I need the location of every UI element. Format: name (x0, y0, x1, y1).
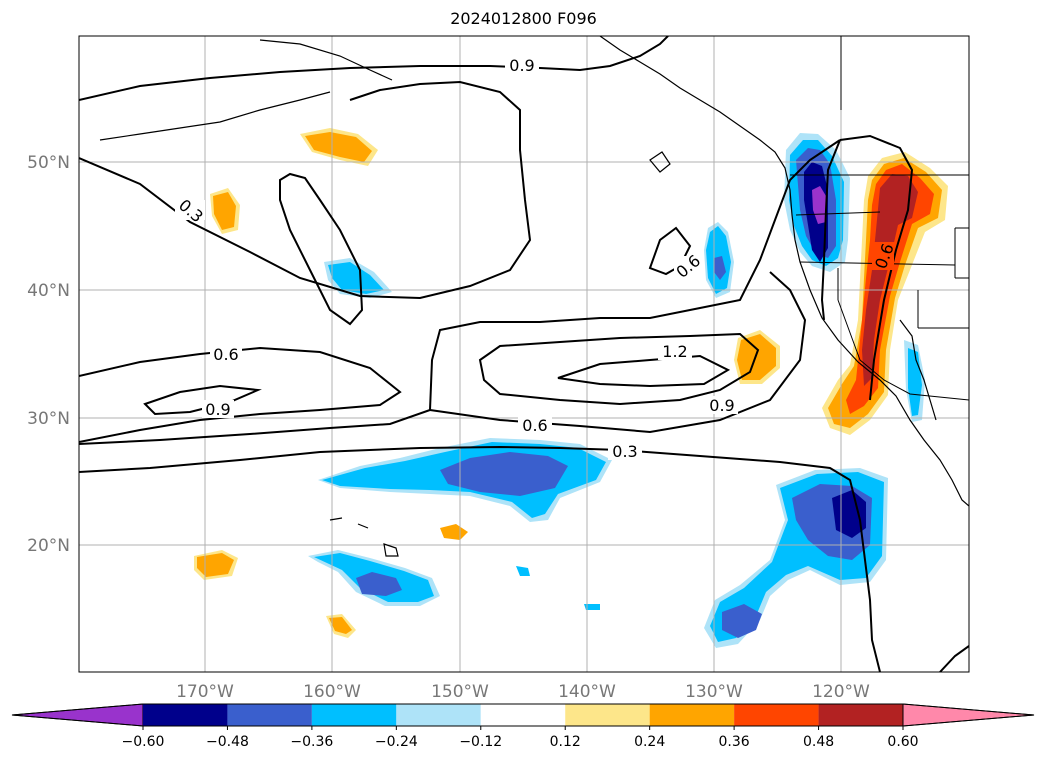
shading-blob-170w-20n-inner (197, 553, 234, 577)
colorbar-tick-label: −0.48 (206, 734, 249, 750)
colorbar-segment (396, 704, 481, 726)
colorbar-tick-label: −0.60 (122, 734, 165, 750)
colorbar-extend-max (902, 703, 1035, 727)
contour-label: 0.9 (509, 56, 534, 75)
colorbar-segment (311, 704, 397, 726)
lon-label: 120°W (812, 682, 870, 702)
colorbar-tick-label: 0.12 (550, 734, 581, 750)
contour-label: 0.3 (612, 442, 637, 461)
lon-label: 150°W (431, 682, 489, 702)
latitude-labels: 50°N 40°N 30°N 20°N (27, 153, 70, 556)
lat-label: 40°N (27, 281, 70, 301)
colorbar-segment (565, 704, 650, 726)
colorbar-tick-label: −0.12 (459, 734, 502, 750)
shading-blob-130w-core (714, 256, 726, 280)
colorbar: −0.60 −0.48 −0.36 −0.24 −0.12 0.12 0.24 0.36 0.4… (11, 703, 1035, 750)
colorbar-tick-label: −0.36 (290, 734, 333, 750)
shading-central-pacific-negative (318, 438, 612, 522)
colorbar-segment (227, 704, 312, 726)
lon-label: 140°W (558, 682, 616, 702)
colorbar-tick-label: 0.36 (719, 734, 750, 750)
shading-blob-158w-13n-inner (329, 617, 352, 634)
map-frame (78, 35, 970, 673)
lat-label: 50°N (27, 153, 70, 173)
colorbar-segment (734, 704, 819, 726)
colorbar-segment (143, 704, 228, 726)
shading-blob-170w-warm-inner (213, 192, 236, 230)
shading-blob-150w-20n (440, 524, 468, 540)
shading-blob-small-1 (516, 566, 530, 576)
contour-label: 0.6 (213, 345, 238, 364)
colorbar-tick-label: 0.24 (634, 734, 665, 750)
lat-label: 30°N (27, 409, 70, 429)
lon-label: 160°W (303, 682, 361, 702)
colorbar-segment (818, 704, 903, 726)
lat-label: 20°N (27, 536, 70, 556)
shading-hawaii-negative (308, 550, 440, 606)
colorbar-segment (649, 704, 735, 726)
colorbar-tick-label: 0.60 (887, 734, 918, 750)
colorbar-extend-min (11, 703, 144, 727)
contour-label: 0.6 (522, 416, 547, 435)
shading-blob-160w-40n-inner (328, 262, 384, 294)
map-title: 2024012800 F096 (450, 9, 597, 28)
lon-label: 170°W (176, 682, 234, 702)
coastlines (99, 36, 969, 557)
colorbar-segment (480, 704, 566, 726)
colorbar-tick-label: 0.48 (803, 734, 834, 750)
contour-label: 0.9 (205, 400, 230, 419)
longitude-labels: 170°W 160°W 150°W 140°W 130°W 120°W (176, 682, 870, 702)
contour-label: 0.9 (709, 396, 734, 415)
shading-blob-aleutian-warm-inner (305, 132, 372, 162)
lon-label: 130°W (685, 682, 743, 702)
shading-blob-small-2 (584, 604, 600, 610)
contour-label: 1.2 (662, 342, 687, 361)
colorbar-tick-label: −0.24 (375, 734, 418, 750)
